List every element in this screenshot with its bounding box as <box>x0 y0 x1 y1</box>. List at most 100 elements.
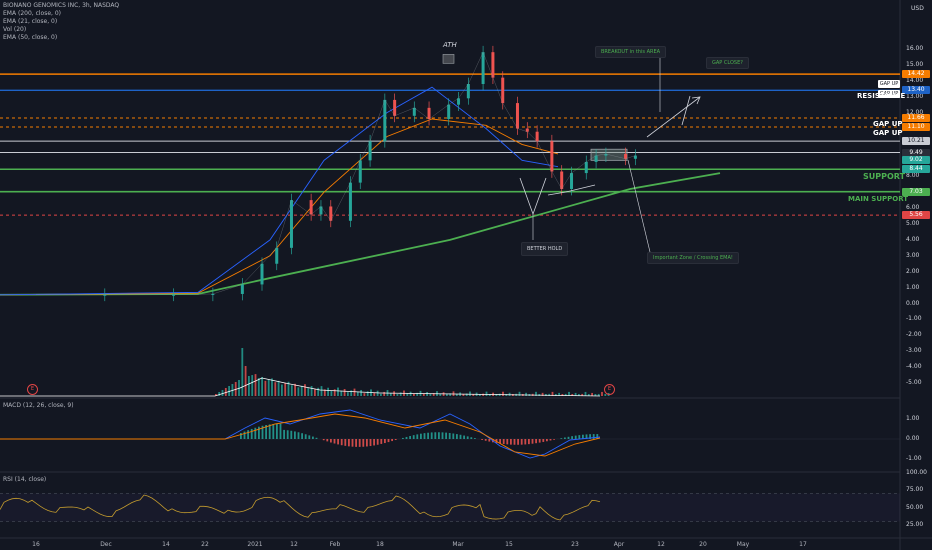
candle-body <box>560 171 564 189</box>
macd-histogram-bar <box>369 439 372 447</box>
volume-bar <box>587 394 590 396</box>
volume-bar <box>578 394 580 396</box>
time-tick-label: Apr <box>613 541 625 548</box>
price-tick-label: -1.00 <box>906 315 922 323</box>
volume-bar <box>601 391 603 396</box>
volume-bar <box>320 386 323 396</box>
volume-bar <box>439 394 442 396</box>
macd-histogram-bar <box>596 434 599 439</box>
breakout-note[interactable]: BREAKOUT in this AREA <box>595 46 667 58</box>
gap-up-tag: GAP UP <box>878 89 900 98</box>
candle-body <box>491 52 495 78</box>
price-tag-8-44: 8.44 <box>902 165 930 174</box>
macd-pane-label[interactable]: MACD (12, 26, close, 9) <box>3 402 74 409</box>
volume-bar <box>274 382 277 396</box>
macd-histogram-bar <box>276 423 278 439</box>
macd-histogram-bar <box>337 439 339 445</box>
ema200-line <box>0 172 721 296</box>
price-tag-11-10: 11.10 <box>902 122 930 131</box>
rsi-line <box>0 494 601 521</box>
price-tick-label: 6.00 <box>906 204 920 212</box>
volume-bar <box>287 381 290 396</box>
macd-histogram-bar <box>308 435 311 439</box>
macd-histogram-bar <box>301 433 303 439</box>
candle-body <box>447 104 451 119</box>
volume-bar <box>584 391 587 396</box>
candle-body <box>393 99 397 116</box>
candle-body <box>172 294 176 296</box>
candle-body <box>348 182 352 221</box>
time-tick-label: 2021 <box>247 541 263 548</box>
macd-histogram-bar <box>535 439 537 444</box>
candle-body <box>584 161 588 174</box>
volume-bar <box>551 391 554 396</box>
macd-histogram-bar <box>510 439 512 445</box>
signal-line <box>0 413 601 457</box>
time-tick-label: 23 <box>571 541 579 548</box>
macd-histogram-bar <box>434 432 437 439</box>
macd-histogram-bar <box>297 432 300 439</box>
candle-body <box>481 52 485 84</box>
gap-close-note[interactable]: GAP CLOSE? <box>706 57 749 69</box>
candle-body <box>103 294 107 296</box>
macd-histogram-bar <box>358 439 361 447</box>
volume-bar <box>350 390 353 396</box>
price-tag-11-66: 11.66 <box>902 114 930 123</box>
price-tag-13-40: 13.40 <box>902 86 930 95</box>
volume-bar <box>347 392 349 396</box>
macd-histogram-bar <box>344 439 347 446</box>
earnings-marker-1[interactable]: E <box>27 384 38 395</box>
indicator-ema50[interactable]: EMA (50, close, 0) <box>3 34 58 41</box>
candle-body <box>501 77 505 104</box>
volume-bar <box>360 389 362 396</box>
volume-bar <box>399 392 402 396</box>
macd-histogram-bar <box>286 430 289 439</box>
important-zone-note[interactable]: Important Zone / Crossing EMA! <box>647 252 739 264</box>
candle-body <box>383 99 387 142</box>
indicator-volume[interactable]: Vol (20) <box>3 26 27 33</box>
candle-body <box>624 153 628 159</box>
breakout-arrowhead-1 <box>691 96 701 105</box>
macd-histogram-bar <box>474 438 476 439</box>
volume-bar <box>366 391 369 396</box>
volume-bar <box>281 384 283 396</box>
volume-bar <box>363 393 366 396</box>
symbol-title[interactable]: BIONANO GENOMICS INC, 3h, NASDAQ <box>3 2 120 9</box>
rsi-pane-label[interactable]: RSI (14, close) <box>3 476 47 483</box>
macd-histogram-bar <box>463 435 465 439</box>
volume-bar <box>422 393 425 396</box>
better-hold-note[interactable]: BETTER HOLD <box>521 242 569 256</box>
macd-histogram-bar <box>315 437 318 439</box>
price-tag-5-56: 5.56 <box>902 211 930 220</box>
macd-tick-label: 1.00 <box>906 415 920 422</box>
macd-histogram-bar <box>560 438 563 439</box>
volume-bar <box>413 394 415 396</box>
macd-histogram-bar <box>499 439 501 444</box>
indicator-ema21[interactable]: EMA (21, close, 0) <box>3 18 58 25</box>
volume-bar <box>241 348 244 396</box>
price-tick-label: 0.00 <box>906 299 920 307</box>
macd-histogram-bar <box>571 436 573 439</box>
price-tick-label: 2.00 <box>906 267 920 275</box>
price-tag-10-21: 10.21 <box>902 137 930 146</box>
volume-bar <box>297 387 300 396</box>
volume-bar <box>353 388 356 396</box>
ath-label: ATH <box>443 41 457 49</box>
price-tick-label: 3.00 <box>906 251 920 259</box>
volume-bar <box>300 385 303 396</box>
volume-bar <box>488 394 491 396</box>
macd-histogram-bar <box>430 432 433 439</box>
earnings-marker-2[interactable]: E <box>604 384 615 395</box>
price-tick-label: 15.00 <box>906 60 924 68</box>
indicator-ema200[interactable]: EMA (200, close, 0) <box>3 10 62 17</box>
currency-label: USD <box>911 5 924 12</box>
time-tick-label: 22 <box>201 541 209 548</box>
macd-histogram-bar <box>373 439 375 446</box>
candle-body <box>604 153 608 156</box>
volume-bar <box>327 387 329 396</box>
macd-histogram-bar <box>376 439 379 445</box>
support-label: SUPPORT <box>863 172 906 181</box>
breakout-arrow-1 <box>646 96 701 138</box>
macd-histogram-bar <box>405 436 408 439</box>
